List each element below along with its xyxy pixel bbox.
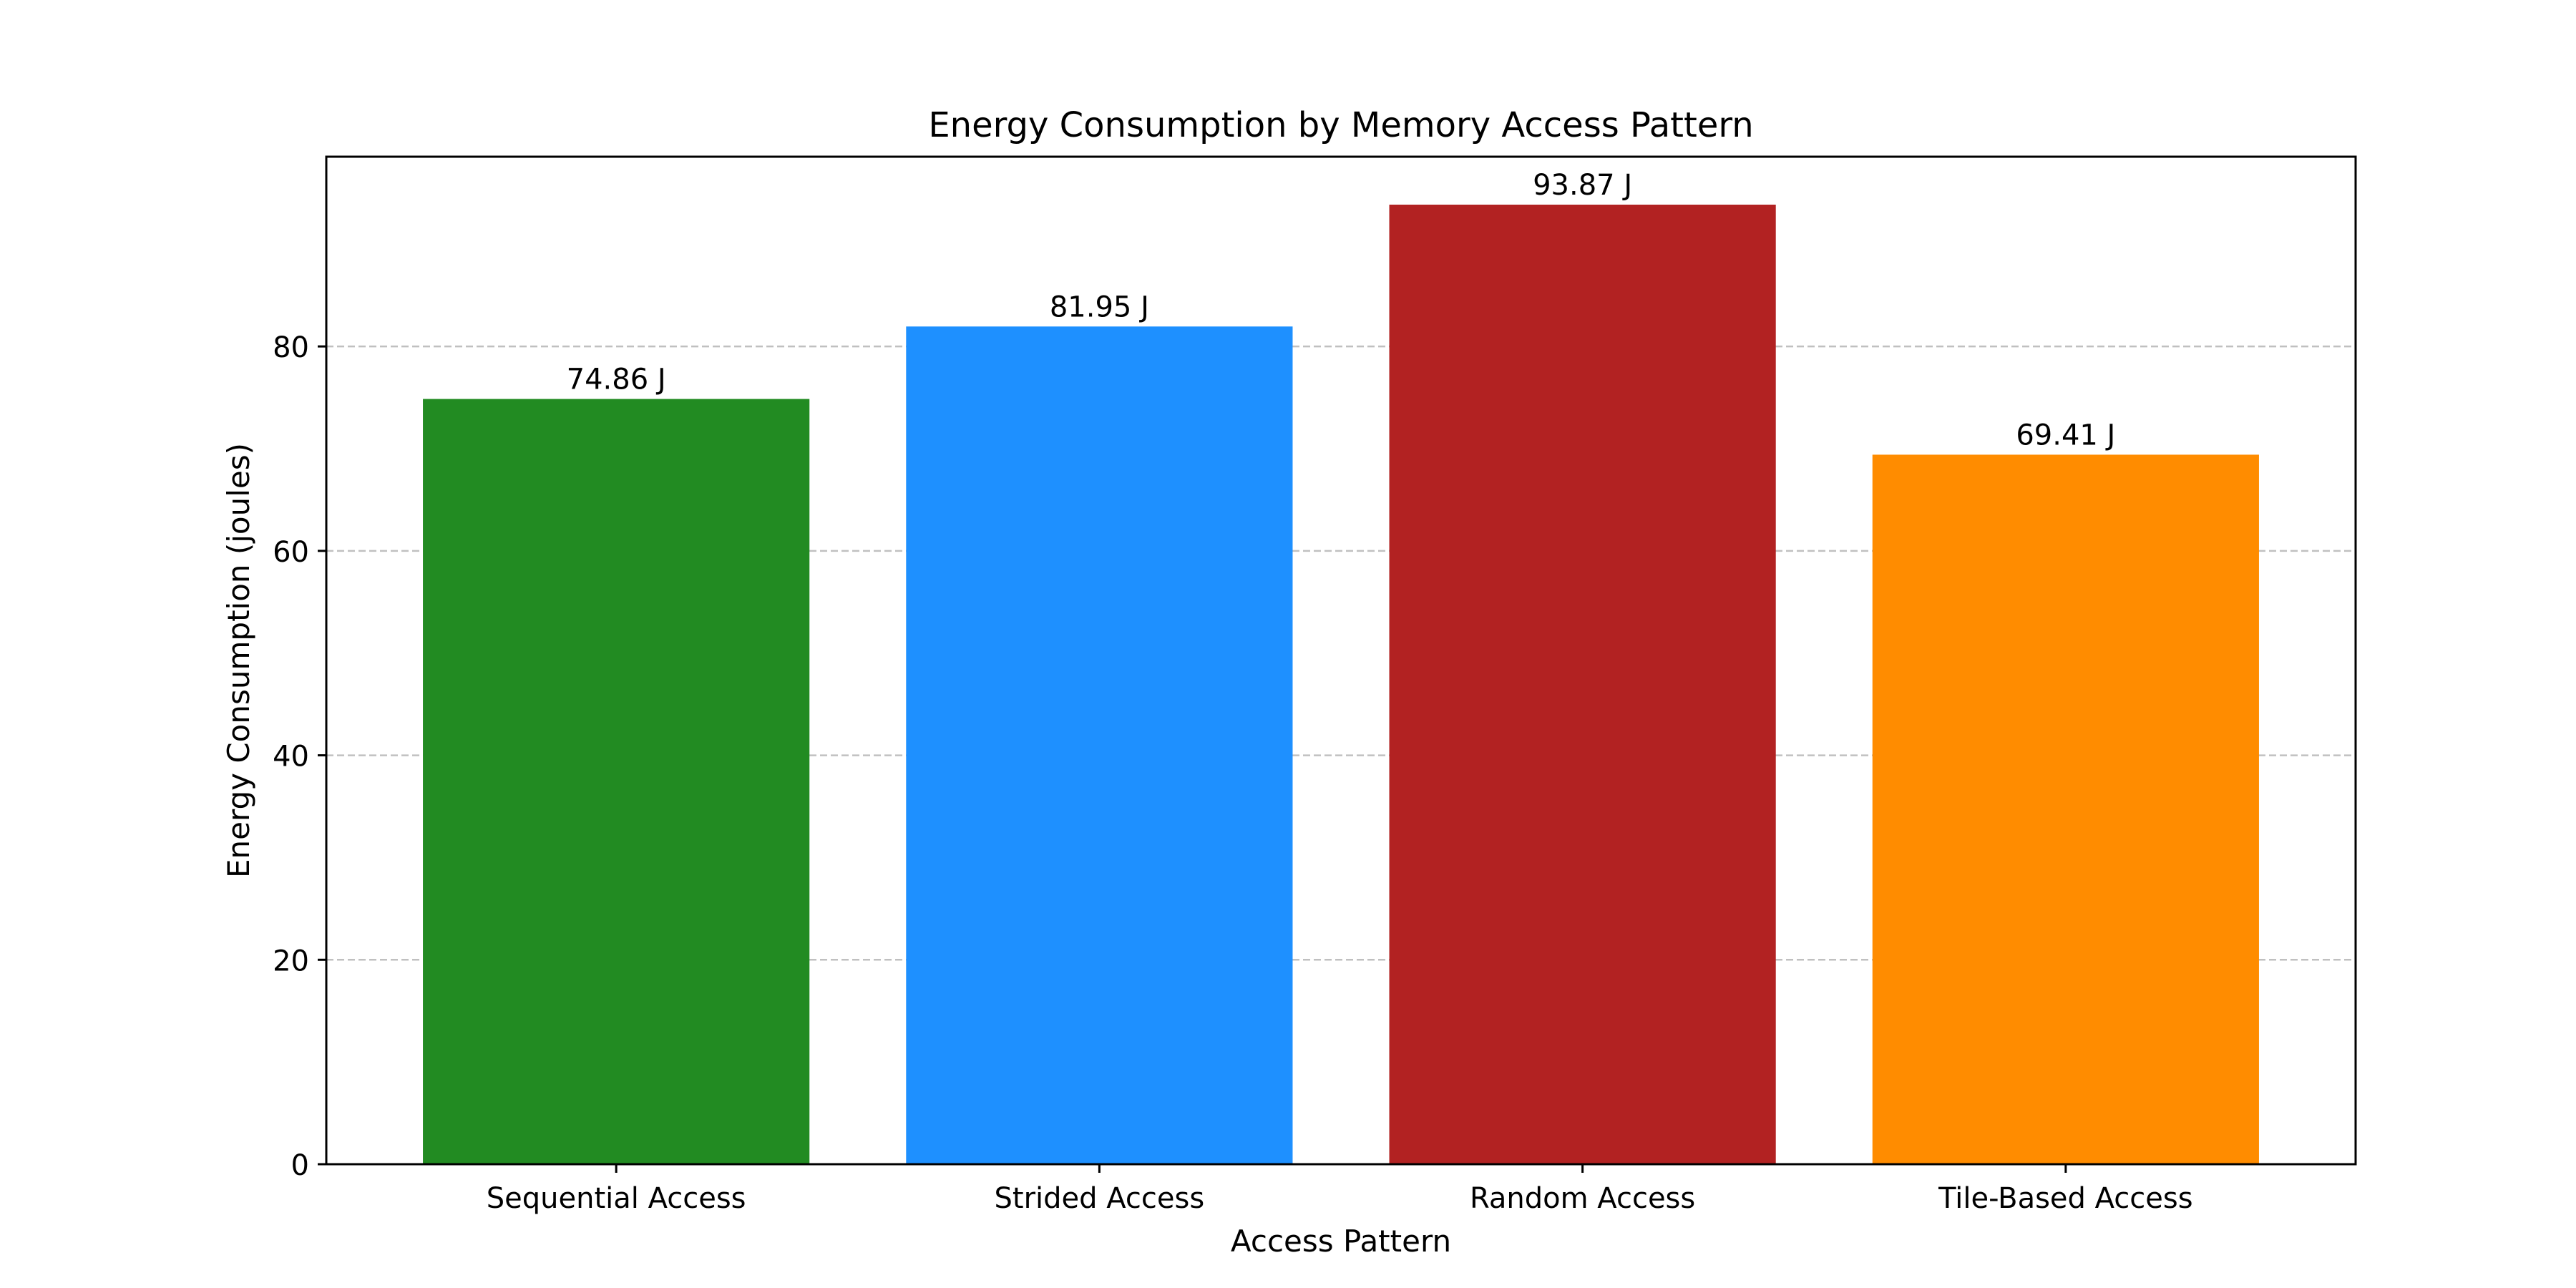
- y-tick-label: 60: [273, 536, 309, 569]
- x-tick-label: Sequential Access: [487, 1182, 746, 1215]
- y-tick-label: 20: [273, 945, 309, 977]
- bar-value-label: 69.41 J: [2016, 419, 2115, 452]
- x-tick-label: Strided Access: [995, 1182, 1205, 1215]
- x-axis: Sequential Access Strided Access Random Ac…: [487, 1164, 2193, 1215]
- plot-frame: [325, 155, 2357, 1166]
- bar: [423, 399, 810, 1164]
- data-labels: 74.86 J 81.95 J 93.87 J 69.41 J: [567, 169, 2116, 452]
- bar: [1389, 205, 1776, 1164]
- y-tick-label: 40: [273, 741, 309, 774]
- x-axis-label: Access Pattern: [1231, 1224, 1451, 1259]
- bars: [423, 205, 2259, 1165]
- y-axis-label: Energy Consumption (joules): [221, 443, 256, 878]
- bar-value-label: 81.95 J: [1050, 291, 1149, 323]
- bar-value-label: 74.86 J: [567, 364, 666, 396]
- y-axis: 0 20 40 60 80: [273, 331, 326, 1182]
- y-tick-label: 80: [273, 331, 309, 364]
- chart-title: Energy Consumption by Memory Access Patt…: [928, 105, 1753, 145]
- x-tick-label: Tile-Based Access: [1938, 1182, 2193, 1215]
- bar-value-label: 93.87 J: [1533, 169, 1632, 202]
- bar: [1872, 454, 2259, 1164]
- y-tick-label: 0: [291, 1149, 309, 1182]
- bar: [906, 326, 1293, 1165]
- x-tick-label: Random Access: [1470, 1182, 1695, 1215]
